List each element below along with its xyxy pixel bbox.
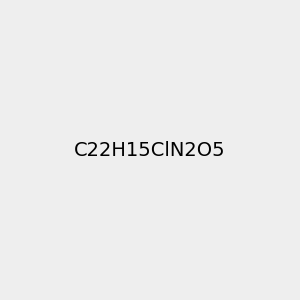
Text: C22H15ClN2O5: C22H15ClN2O5 bbox=[74, 140, 226, 160]
